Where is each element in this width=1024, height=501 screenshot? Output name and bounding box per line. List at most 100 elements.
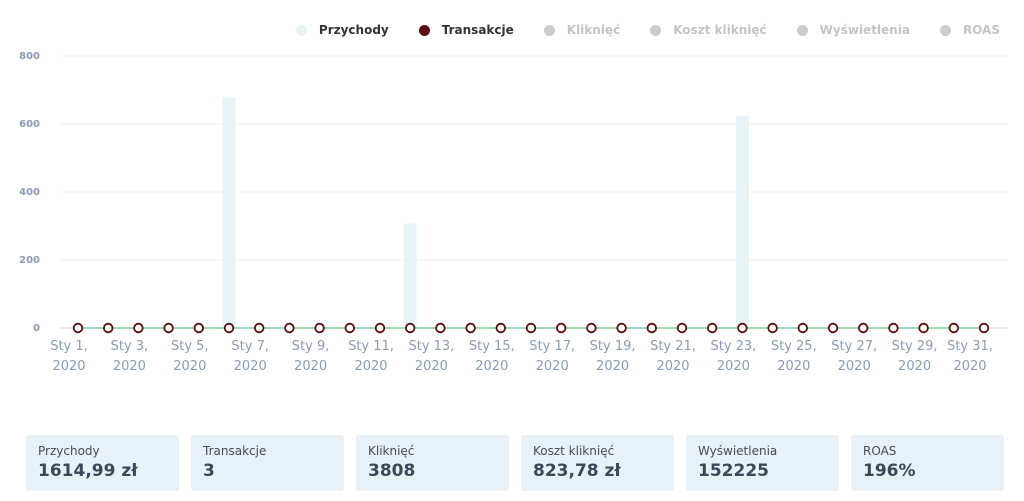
x-tick-label: Sty 25, [771, 339, 817, 354]
point-transakcje [888, 322, 899, 334]
summary-label: ROAS [863, 444, 897, 458]
point-transakcje [525, 322, 537, 334]
legend-dot-koszt-klikniec [650, 24, 662, 36]
summary-value: 152225 [698, 461, 769, 481]
summary-card-roas: ROAS 196% [851, 435, 1004, 491]
x-tick-label-year: 2020 [113, 359, 146, 374]
point-transakcje [344, 322, 356, 334]
x-tick-label: Sty 13, [408, 339, 454, 354]
x-tick-label-year: 2020 [898, 359, 931, 374]
legend-item-koszt-klikniec[interactable]: Koszt kliknięć [650, 23, 767, 37]
x-tick-label: Sty 1, [50, 339, 88, 354]
x-tick-label-year: 2020 [953, 359, 986, 374]
x-tick-label-year: 2020 [475, 359, 508, 374]
summary-value: 3 [203, 461, 215, 481]
point-transakcje [72, 322, 84, 334]
summary-card-transakcje: Transakcje 3 [191, 435, 344, 491]
legend-item-wyswietlenia[interactable]: Wyświetlenia [796, 23, 910, 37]
point-transakcje [254, 322, 265, 334]
point-transakcje [314, 322, 325, 334]
bar-przychody [735, 115, 749, 328]
x-tick-label-year: 2020 [536, 359, 569, 374]
x-tick-label: Sty 29, [892, 339, 938, 354]
legend-dot-przychody [295, 24, 307, 36]
x-tick-label: Sty 19, [590, 339, 636, 354]
point-transakcje [374, 322, 386, 334]
point-transakcje [646, 322, 658, 334]
summary-label: Transakcje [203, 444, 267, 458]
legend-item-klikniec[interactable]: Kliknięć [543, 23, 621, 37]
x-tick-label-year: 2020 [717, 359, 750, 374]
point-transakcje [133, 322, 144, 334]
x-tick-label: Sty 7, [231, 339, 269, 354]
x-tick-label-year: 2020 [415, 359, 448, 374]
legend-label-klikniec: Kliknięć [566, 23, 621, 37]
x-tick-label: Sty 9, [292, 339, 330, 354]
legend-dot-transakcje [418, 24, 430, 36]
point-transakcje [163, 322, 174, 334]
x-tick-label-year: 2020 [52, 359, 85, 374]
point-transakcje [193, 322, 205, 334]
point-transakcje [737, 322, 748, 334]
x-tick-label-year: 2020 [234, 359, 267, 374]
x-tick-label-year: 2020 [354, 359, 387, 374]
y-tick-label: 600 [19, 119, 40, 130]
x-tick-label: Sty 3, [111, 339, 149, 354]
legend-dot-klikniec [543, 24, 555, 36]
point-transakcje [465, 322, 476, 334]
x-tick-label-year: 2020 [656, 359, 689, 374]
y-tick-label: 0 [33, 323, 40, 334]
x-tick-label: Sty 23, [710, 339, 756, 354]
legend-dot-roas [939, 24, 951, 36]
x-tick-label: Sty 15, [469, 339, 515, 354]
bar-przychody [403, 223, 417, 328]
legend-label-transakcje: Transakcje [441, 23, 514, 37]
point-transakcje [102, 322, 114, 334]
y-tick-label: 800 [19, 51, 40, 62]
summary-card-wyswietlenia: Wyświetlenia 152225 [686, 435, 839, 491]
y-tick-label: 200 [19, 255, 40, 266]
chart-legend: Przychody Transakcje Kliknięć Koszt klik… [266, 18, 1000, 42]
summary-cards: Przychody 1614,99 zł Transakcje 3 Klikni… [26, 435, 1004, 491]
y-tick-label: 400 [19, 187, 40, 198]
summary-label: Kliknięć [368, 444, 415, 458]
x-tick-label-year: 2020 [838, 359, 871, 374]
x-tick-label-year: 2020 [596, 359, 629, 374]
point-transakcje [858, 322, 869, 334]
legend-label-roas: ROAS [962, 23, 1000, 37]
summary-card-przychody: Przychody 1614,99 zł [26, 435, 179, 491]
point-transakcje [223, 322, 235, 334]
point-transakcje [676, 322, 688, 334]
summary-label: Koszt kliknięć [533, 444, 615, 458]
point-transakcje [586, 322, 597, 334]
x-tick-label-year: 2020 [777, 359, 810, 374]
x-tick-label: Sty 5, [171, 339, 209, 354]
summary-value: 196% [863, 461, 916, 481]
point-transakcje [556, 322, 567, 334]
x-tick-label: Sty 11, [348, 339, 394, 354]
summary-value: 1614,99 zł [38, 461, 138, 481]
summary-card-koszt-klikniec: Koszt kliknięć 823,78 zł [521, 435, 674, 491]
legend-item-roas[interactable]: ROAS [939, 23, 1000, 37]
summary-label: Wyświetlenia [698, 444, 778, 458]
summary-value: 3808 [368, 461, 416, 481]
point-transakcje [948, 322, 960, 334]
point-transakcje [827, 322, 839, 334]
x-tick-label-year: 2020 [173, 359, 206, 374]
point-transakcje [978, 322, 990, 334]
legend-label-koszt-klikniec: Koszt kliknięć [673, 23, 767, 37]
x-tick-label: Sty 31, [947, 339, 993, 354]
summary-value: 823,78 zł [533, 461, 621, 481]
point-transakcje [405, 322, 416, 334]
x-tick-label: Sty 17, [529, 339, 575, 354]
summary-label: Przychody [38, 444, 100, 458]
bar-przychody [222, 97, 236, 328]
x-tick-label: Sty 21, [650, 339, 696, 354]
x-tick-label-year: 2020 [294, 359, 327, 374]
summary-card-klikniec: Kliknięć 3808 [356, 435, 509, 491]
legend-item-transakcje[interactable]: Transakcje [418, 23, 514, 37]
point-transakcje [616, 322, 627, 334]
legend-label-wyswietlenia: Wyświetlenia [819, 23, 910, 37]
legend-dot-wyswietlenia [796, 24, 808, 36]
legend-item-przychody[interactable]: Przychody [295, 23, 389, 37]
